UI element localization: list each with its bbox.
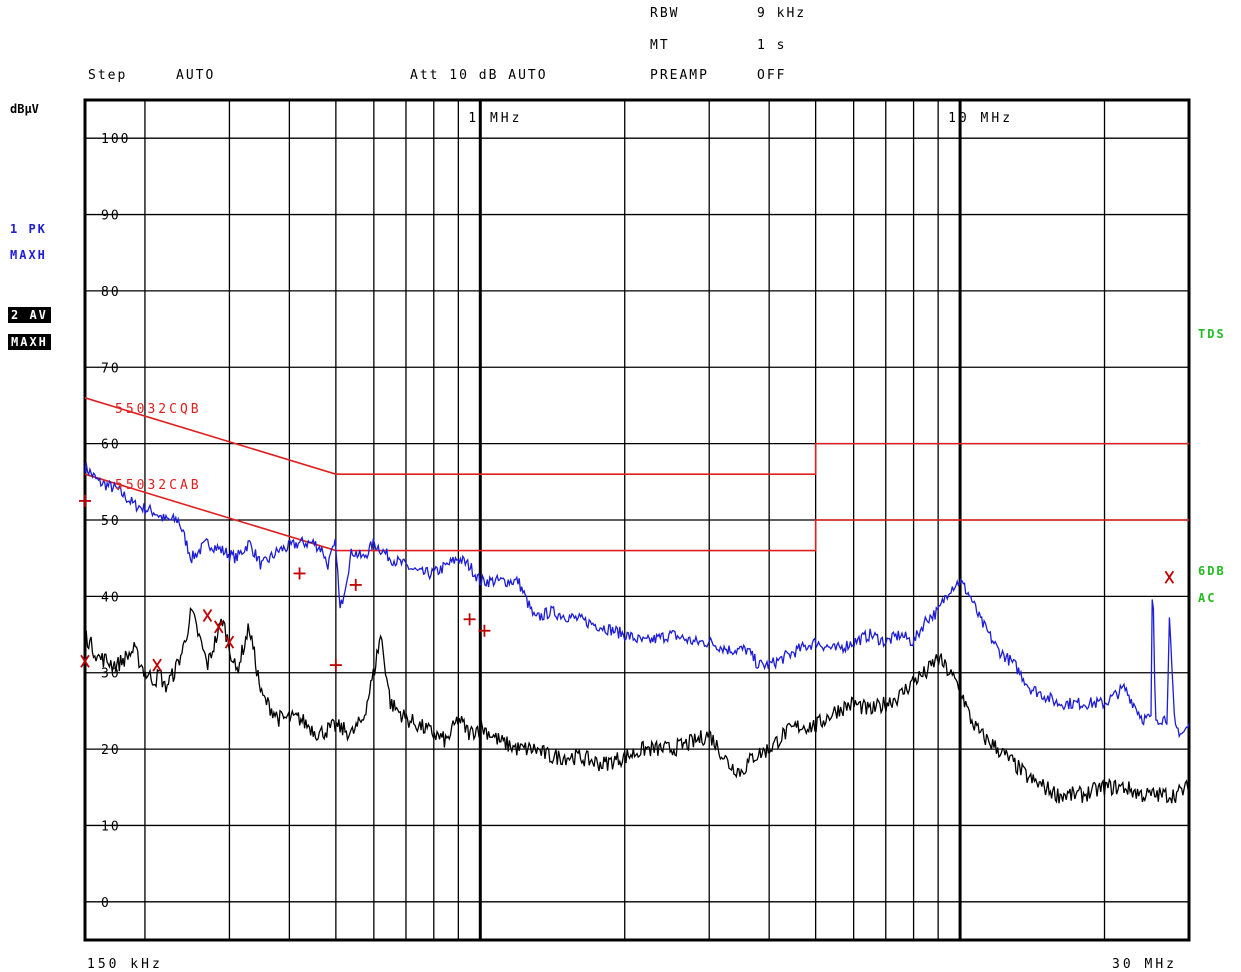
limit-line-label: 55032CQB: [115, 402, 202, 417]
x-axis-label: 150 kHz: [87, 957, 163, 972]
mt-value: 1 s: [757, 38, 787, 53]
limit-line: [84, 473, 1189, 552]
y-tick-label: 100: [101, 132, 130, 147]
6db-label: 6DB: [1198, 564, 1226, 578]
mt-label: MT: [650, 38, 670, 53]
marker: [329, 659, 342, 672]
y-unit-label: dBµV: [10, 102, 39, 116]
y-tick-label: 40: [101, 590, 121, 605]
step-value: AUTO: [176, 68, 216, 83]
marker-stroke: [224, 635, 235, 649]
marker: [224, 635, 235, 649]
marker: [152, 658, 162, 672]
x-axis-label: 10 MHz: [948, 111, 1013, 126]
series-line: [84, 462, 1190, 739]
y-tick-label: 90: [101, 209, 121, 224]
marker: [80, 654, 90, 668]
y-tick-label: 50: [101, 514, 121, 529]
marker: [478, 624, 491, 637]
marker-stroke: [213, 620, 224, 634]
limit-line-label: 55032CAB: [115, 478, 202, 493]
marker: [79, 494, 91, 507]
y-tick-label: 80: [101, 285, 121, 300]
y-tick-label: 30: [101, 667, 121, 682]
marker: [202, 608, 213, 622]
trace1-mode: MAXH: [10, 248, 47, 262]
preamp-value: OFF: [757, 68, 787, 83]
marker: [349, 578, 362, 591]
marker: [213, 620, 224, 634]
marker-stroke: [202, 608, 213, 622]
marker: [463, 613, 476, 626]
rbw-label: RBW: [650, 6, 680, 21]
rbw-value: 9 kHz: [757, 6, 807, 21]
y-tick-label: 70: [101, 361, 121, 376]
step-label: Step: [88, 68, 128, 83]
x-axis-label: 1 MHz: [468, 111, 522, 126]
preamp-label: PREAMP: [650, 68, 709, 83]
marker: [1164, 570, 1175, 584]
attenuation-text: Att 10 dB AUTO: [410, 68, 548, 83]
y-tick-label: 0: [101, 896, 111, 911]
marker-stroke: [1164, 570, 1175, 584]
limit-line: [84, 397, 1189, 475]
x-axis-label: 30 MHz: [1112, 957, 1177, 972]
marker-stroke: [80, 654, 90, 668]
tds-label: TDS: [1198, 327, 1226, 341]
marker-stroke: [152, 658, 162, 672]
y-tick-label: 10: [101, 819, 121, 834]
series-line: [84, 606, 1190, 804]
trace2-detector: 2 AV: [8, 307, 51, 323]
trace1-detector: 1 PK: [10, 222, 47, 236]
trace2-mode: MAXH: [8, 334, 51, 350]
y-tick-label: 20: [101, 743, 121, 758]
marker: [293, 567, 306, 580]
ac-label: AC: [1198, 591, 1217, 605]
y-tick-label: 60: [101, 438, 121, 453]
